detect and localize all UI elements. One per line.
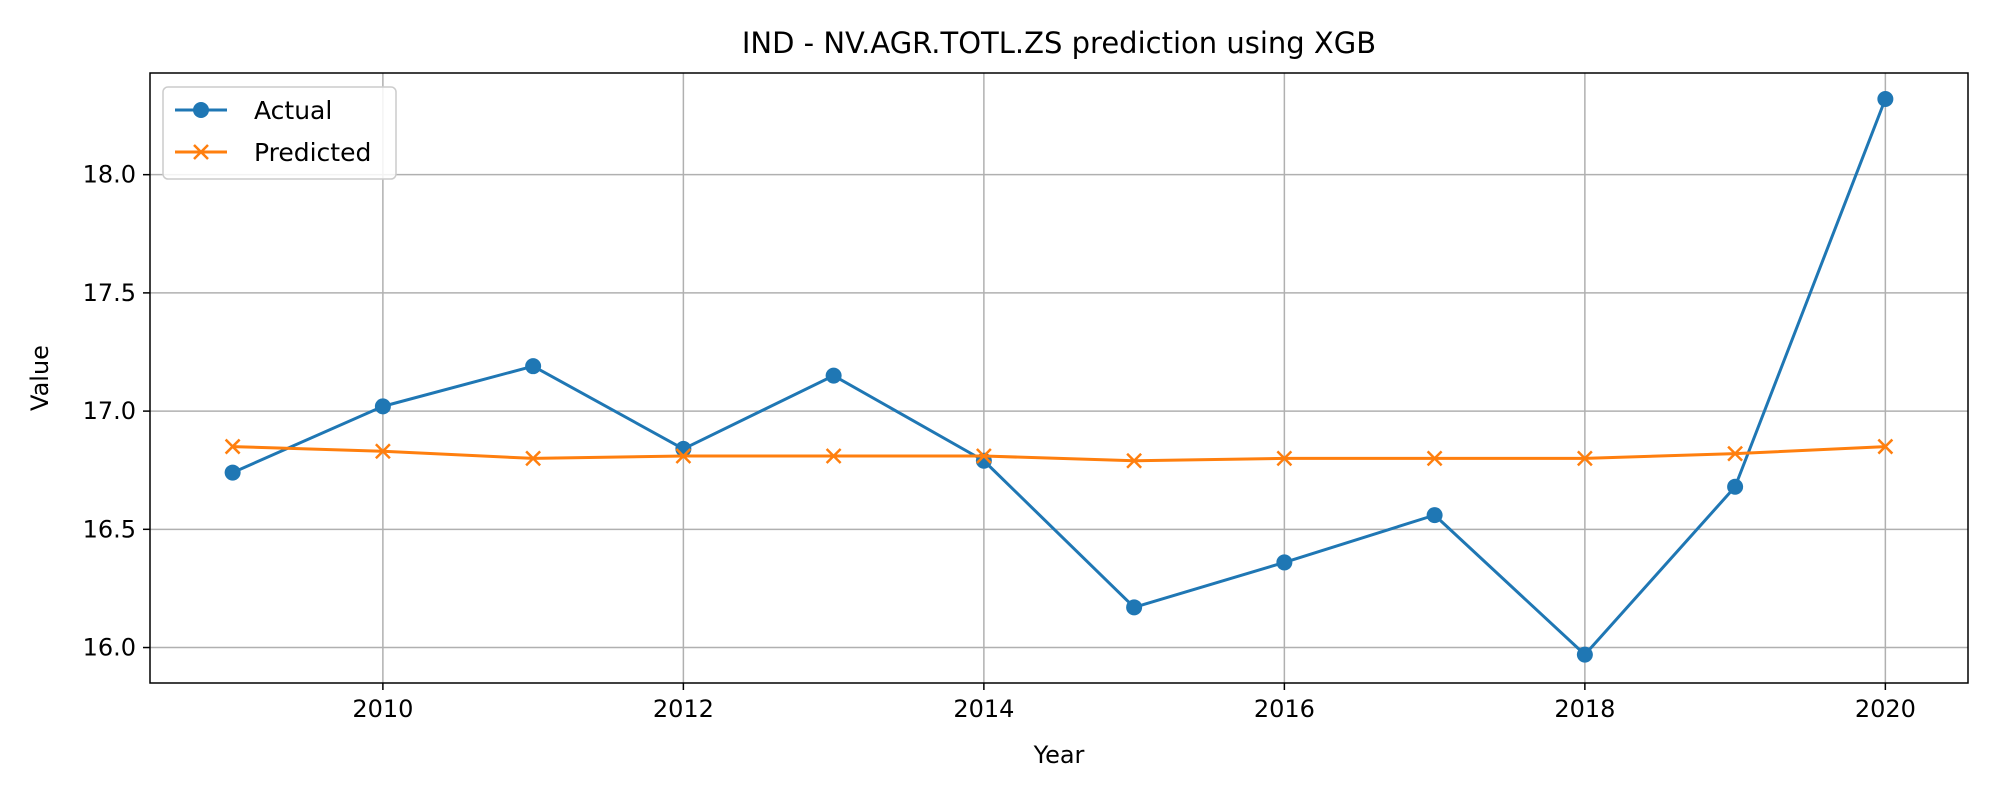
predicted-point <box>1126 452 1143 469</box>
x-axis-label: Year <box>1033 741 1085 769</box>
chart-title: IND - NV.AGR.TOTL.ZS prediction using XG… <box>742 26 1376 60</box>
predicted-point <box>1877 438 1894 455</box>
y-axis-label: Value <box>26 345 54 411</box>
y-tick-label: 16.0 <box>83 634 136 662</box>
actual-point <box>1126 599 1143 616</box>
actual-point <box>224 464 241 481</box>
predicted-point <box>525 450 542 467</box>
predicted-point <box>375 443 391 460</box>
legend-predicted-marker <box>193 144 209 160</box>
actual-point <box>1877 91 1894 108</box>
actual-series-line <box>232 98 1887 657</box>
legend-predicted-label: Predicted <box>254 138 371 167</box>
plot-frame <box>149 72 1969 684</box>
predicted-point <box>1276 450 1293 467</box>
legend-actual-label: Actual <box>254 96 332 125</box>
predicted-point <box>224 438 241 455</box>
y-tick-label: 17.0 <box>83 397 136 425</box>
y-tick-label: 18.0 <box>83 161 136 189</box>
actual-point <box>1576 646 1593 663</box>
actual-point <box>1276 554 1293 571</box>
actual-point <box>525 358 542 375</box>
x-tick-label: 2014 <box>953 695 1014 723</box>
predicted-point <box>1426 450 1443 467</box>
x-tick-label: 2012 <box>653 695 714 723</box>
x-tick-label: 2020 <box>1855 695 1916 723</box>
actual-point <box>825 367 842 384</box>
y-tick-label: 16.5 <box>83 515 136 543</box>
y-tick-label: 17.5 <box>83 279 136 307</box>
x-tick-label: 2016 <box>1254 695 1315 723</box>
x-tick-label: 2018 <box>1554 695 1615 723</box>
predicted-point <box>975 448 992 464</box>
predicted-point <box>1727 445 1744 462</box>
predicted-series-line <box>232 445 1886 463</box>
actual-point <box>1727 478 1744 495</box>
actual-point <box>374 398 391 415</box>
predicted-point <box>675 448 692 464</box>
predicted-point <box>825 448 842 464</box>
grid-layer <box>150 73 1968 683</box>
legend: Actual Predicted <box>162 86 397 180</box>
actual-point <box>1426 507 1443 524</box>
series-layer <box>224 91 1894 663</box>
legend-actual-marker <box>193 102 209 118</box>
predicted-point <box>1576 450 1593 467</box>
ticks-layer: 2010 2012 2014 2016 2018 2020 16.0 16.5 17.0 17.5… <box>83 161 1916 723</box>
x-tick-label: 2010 <box>352 695 413 723</box>
